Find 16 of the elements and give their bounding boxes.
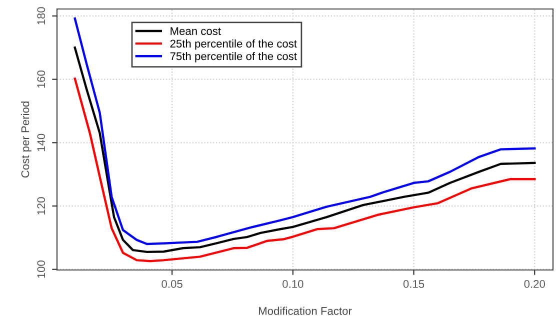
line-series (74, 78, 536, 262)
y-tick-label: 160 (37, 70, 46, 88)
legend-label: Mean cost (170, 27, 221, 35)
line-series (74, 17, 536, 246)
y-axis-title: Cost per Period (21, 102, 32, 178)
y-tick-label: 120 (37, 197, 46, 214)
x-tick-label: 0.10 (282, 280, 304, 288)
y-tick-label: 100 (37, 260, 46, 278)
y-tick-label: 180 (37, 7, 46, 24)
x-tick-label: 0.15 (403, 280, 424, 288)
legend-label: 75th percentile of the cost (170, 52, 297, 62)
legend-label: 25th percentile of the cost (170, 39, 297, 50)
x-tick-label: 0.20 (524, 280, 546, 288)
x-axis-title: Modification Factor (258, 306, 352, 315)
y-tick-label: 140 (37, 134, 46, 152)
x-tick-label: 0.05 (162, 280, 182, 288)
